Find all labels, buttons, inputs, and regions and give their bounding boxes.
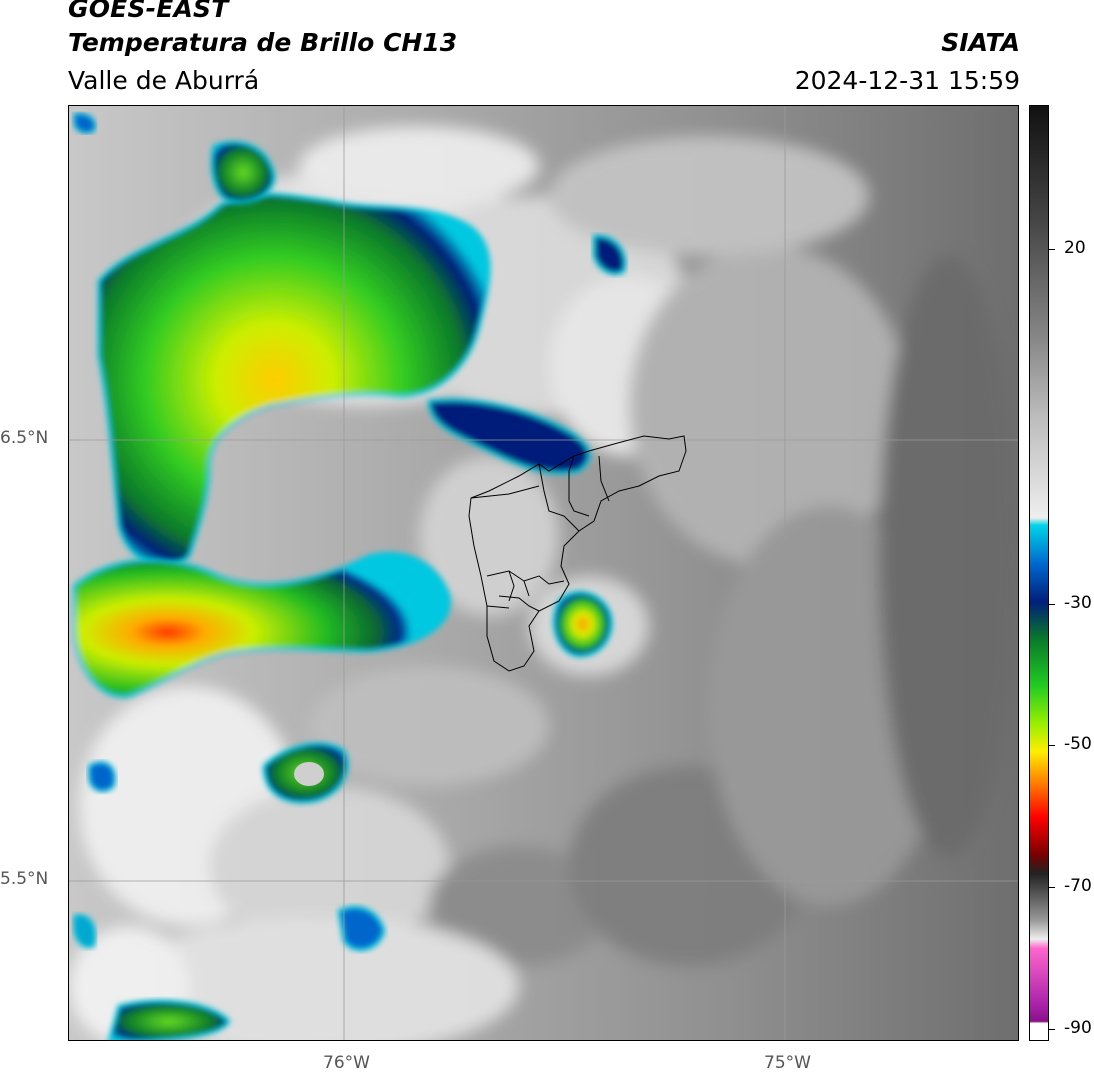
colorbar-tick	[1049, 604, 1055, 605]
colorbar-label: -50	[1064, 734, 1092, 754]
convective-cells	[72, 112, 627, 1040]
product-title: Temperatura de Brillo CH13	[68, 28, 458, 57]
colorbar-tick	[1049, 887, 1055, 888]
colorbar-scale	[1030, 106, 1048, 1040]
longitude-label: 75°W	[764, 1053, 811, 1073]
satellite-title: GOES-EAST	[68, 0, 229, 23]
region-label: Valle de Aburrá	[68, 66, 260, 95]
colorbar-label: -30	[1064, 593, 1092, 613]
latitude-label: 6.5°N	[0, 428, 49, 448]
warm-cloud-texture	[69, 126, 1018, 1040]
temperature-colorbar	[1029, 105, 1049, 1041]
colorbar-label: 20	[1064, 238, 1086, 258]
colorbar-tick	[1049, 249, 1055, 250]
graticule	[69, 106, 1018, 1040]
colorbar-tick	[1049, 745, 1055, 746]
colorbar-label: -70	[1064, 876, 1092, 896]
satellite-map[interactable]	[68, 105, 1019, 1041]
latitude-label: 5.5°N	[0, 869, 49, 889]
organization-label: SIATA	[941, 28, 1020, 57]
longitude-label: 76°W	[323, 1053, 370, 1073]
brightness-temperature-field	[69, 106, 1018, 1040]
municipal-boundaries	[468, 435, 687, 672]
timestamp-label: 2024-12-31 15:59	[794, 66, 1020, 95]
colorbar-label: -90	[1064, 1018, 1092, 1038]
colorbar-tick	[1049, 1029, 1055, 1030]
